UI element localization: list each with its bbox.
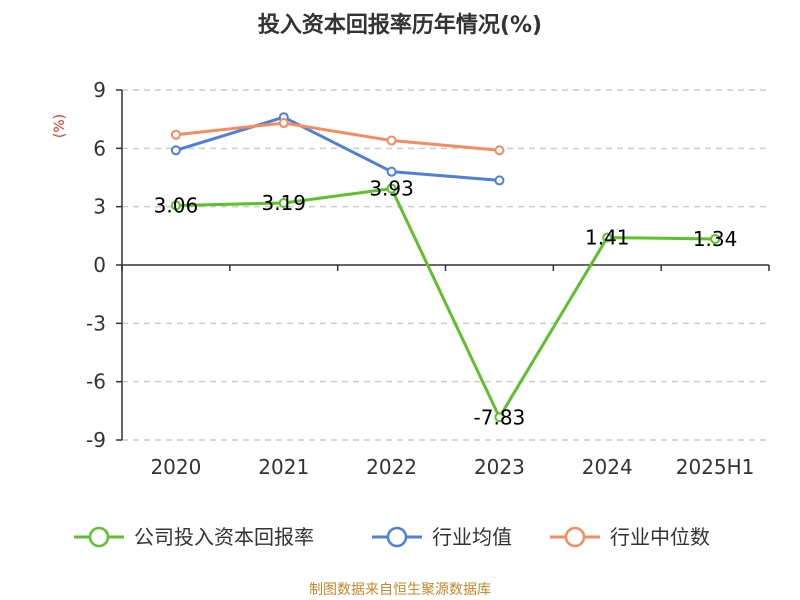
data-label: 1.34 [693,227,738,251]
data-labels: 3.06 3.19 3.93 -7.83 1.41 1.34 [154,177,738,430]
grid-lines [122,89,769,441]
legend-label: 公司投入资本回报率 [134,525,314,549]
chart-title: 投入资本回报率历年情况(%) [258,12,542,38]
legend-label: 行业中位数 [610,525,710,549]
legend-marker [386,526,408,548]
series-line [175,187,716,419]
y-tick-labels: 9 6 3 0 -3 -6 -9 [86,78,106,452]
y-tick-label: 9 [93,78,106,102]
axes [116,89,770,441]
data-point [710,233,721,244]
data-point [602,232,613,243]
data-point [170,200,181,211]
data-label: 3.93 [369,177,414,201]
y-tick-label: 6 [93,136,106,160]
data-point [494,412,505,423]
data-point [278,197,289,208]
data-point [494,175,505,186]
data-point [170,129,181,140]
data-point [170,145,181,156]
y-tick-label: -9 [86,428,106,452]
y-axis-label: (%) [52,114,68,138]
data-label: 1.41 [585,226,630,250]
data-point [494,145,505,156]
data-point [278,118,289,129]
y-tick-label: 3 [93,195,106,219]
data-point [386,166,397,177]
x-tick-label: 2025H1 [676,455,755,479]
data-point [386,135,397,146]
x-tick-label: 2022 [366,455,417,479]
y-tick-label: -3 [86,311,106,335]
legend-marker [564,526,586,548]
data-label: -7.83 [474,405,526,429]
x-tick-labels: 2020 2021 2022 2023 2024 2025H1 [150,455,754,479]
y-tick-label: 0 [93,253,106,277]
x-tick-label: 2024 [582,455,633,479]
legend-label: 行业均值 [432,525,512,549]
legend-marker [88,526,110,548]
data-label: 3.06 [154,194,199,218]
series-group [170,112,721,423]
x-tick-label: 2023 [474,455,525,479]
y-tick-label: -6 [86,370,106,394]
data-label: 3.19 [261,191,306,215]
legend: 公司投入资本回报率 行业均值 行业中位数 [74,525,710,549]
source-note: 制图数据来自恒生聚源数据库 [309,582,491,598]
series-line [175,115,500,182]
x-tick-label: 2020 [150,455,201,479]
x-tick-label: 2021 [258,455,309,479]
data-point [386,183,397,194]
series-line [175,121,500,152]
